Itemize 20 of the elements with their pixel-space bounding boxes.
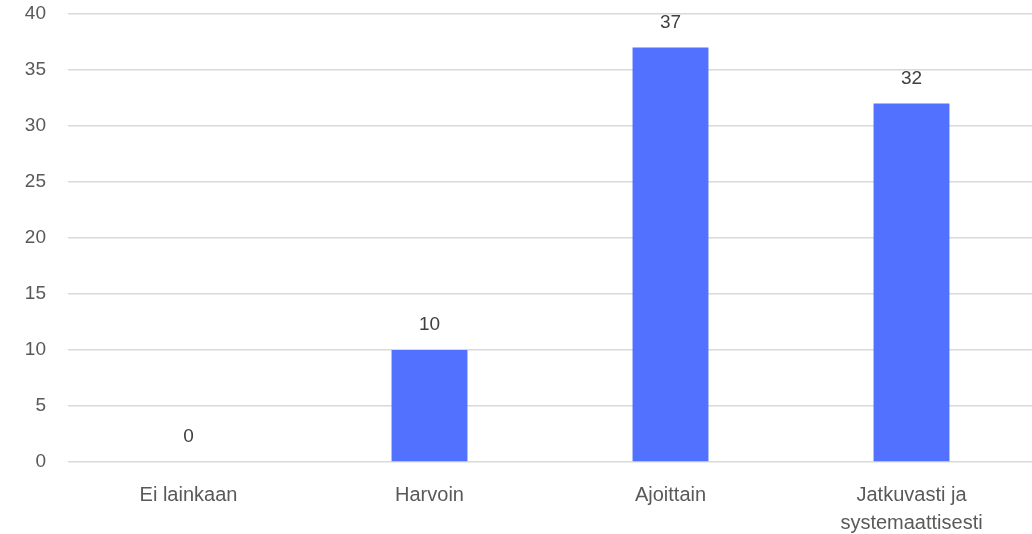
x-tick-label: Ei lainkaan (139, 482, 238, 505)
y-tick-label: 20 (24, 226, 46, 248)
data-label: 32 (900, 66, 923, 88)
y-tick-label: 5 (35, 394, 46, 416)
y-tick-label: 15 (24, 282, 46, 304)
bar (391, 350, 468, 462)
data-label: 0 (183, 425, 194, 447)
bar (632, 47, 709, 462)
x-tick-label: Jatkuvasti ja systemaattisesti (840, 482, 983, 533)
x-tick-label: Harvoin (395, 482, 464, 505)
y-tick-label: 0 (35, 450, 46, 472)
y-tick-label: 25 (24, 170, 46, 192)
bar (873, 103, 950, 462)
y-tick-label: 10 (24, 338, 46, 360)
y-tick-label: 40 (24, 2, 46, 24)
x-tick-label: Ajoittain (634, 482, 707, 505)
y-tick-label: 35 (24, 58, 46, 80)
data-label: 37 (659, 10, 682, 32)
data-label: 10 (418, 313, 441, 335)
y-tick-label: 30 (24, 114, 46, 136)
